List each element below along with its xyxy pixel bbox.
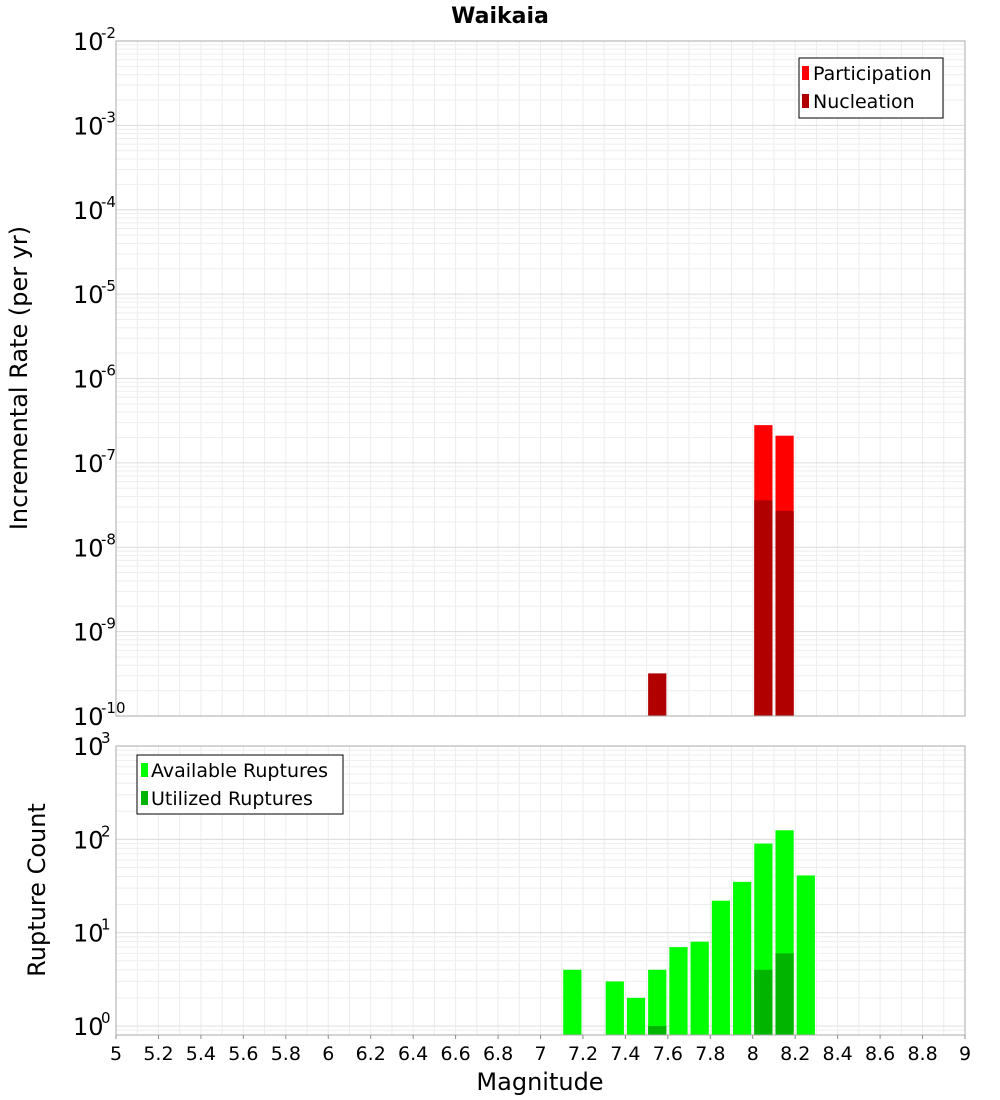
y-tick-label: 10 [73, 450, 104, 478]
x-tick-label: 6.2 [356, 1043, 386, 1065]
y-tick-label: 10 [73, 733, 104, 761]
top-y-axis-label: Incremental Rate (per yr) [5, 226, 33, 530]
y-tick-exponent: 1 [101, 916, 111, 934]
bar-available-ruptures [690, 941, 709, 1035]
x-tick-label: 7.4 [610, 1043, 640, 1065]
x-tick-label: 6.8 [483, 1043, 513, 1065]
y-tick-exponent: -5 [101, 277, 116, 295]
x-tick-label: 8.2 [780, 1043, 810, 1065]
legend-swatch-nucleation [802, 94, 809, 108]
x-tick-label: 5 [110, 1043, 122, 1065]
legend-swatch-available-ruptures [141, 763, 148, 777]
y-tick-label: 10 [73, 703, 104, 731]
bottom-legend: Available Ruptures Utilized Ruptures [136, 754, 344, 815]
y-tick-label: 10 [73, 920, 104, 948]
legend-swatch-participation [802, 66, 809, 80]
bottom-plot-bars [563, 830, 815, 1035]
x-tick-label: 6.6 [440, 1043, 470, 1065]
x-tick-label: 5.4 [186, 1043, 216, 1065]
y-tick-exponent: -8 [101, 530, 116, 548]
bar-available-ruptures [796, 875, 815, 1035]
bottom-y-axis-label: Rupture Count [23, 803, 51, 977]
y-tick-exponent: -9 [101, 615, 116, 633]
bar-utilized-ruptures [754, 969, 773, 1035]
top-plot-grid [115, 41, 966, 717]
x-tick-label: 8.4 [823, 1043, 853, 1065]
y-tick-label: 10 [73, 112, 104, 140]
y-tick-label: 10 [73, 534, 104, 562]
y-tick-exponent: -2 [101, 24, 116, 42]
x-tick-label: 7.6 [653, 1043, 683, 1065]
x-tick-label: 7.8 [695, 1043, 725, 1065]
x-tick-label: 8.6 [865, 1043, 895, 1065]
x-tick-label: 7.2 [568, 1043, 598, 1065]
y-tick-exponent: 0 [101, 1009, 111, 1027]
bar-available-ruptures [563, 969, 582, 1035]
top-y-axis-ticks: 10-210-310-410-510-610-710-810-910-10 [73, 24, 126, 731]
y-tick-label: 10 [73, 826, 104, 854]
bar-nucleation [775, 510, 794, 716]
bar-utilized-ruptures [775, 953, 794, 1035]
x-tick-label: 7 [534, 1043, 546, 1065]
y-tick-label: 10 [73, 28, 104, 56]
bar-available-ruptures [669, 947, 688, 1035]
x-tick-label: 5.6 [228, 1043, 258, 1065]
x-tick-label: 6 [322, 1043, 334, 1065]
bar-available-ruptures [648, 969, 667, 1035]
bar-utilized-ruptures [648, 1025, 667, 1035]
y-tick-exponent: -4 [101, 193, 116, 211]
y-tick-label: 10 [73, 1013, 104, 1041]
y-tick-exponent: 2 [101, 822, 111, 840]
top-plot-frame [115, 40, 966, 717]
legend-label-utilized-ruptures: Utilized Ruptures [151, 788, 313, 810]
legend-label-available-ruptures: Available Ruptures [151, 760, 328, 782]
y-tick-label: 10 [73, 281, 104, 309]
bar-available-ruptures [733, 881, 752, 1035]
x-tick-label: 5.2 [143, 1043, 173, 1065]
x-tick-label: 5.8 [271, 1043, 301, 1065]
x-axis-label: Magnitude [476, 1068, 603, 1096]
y-tick-exponent: -10 [101, 699, 126, 717]
x-tick-label: 8.8 [907, 1043, 937, 1065]
y-tick-exponent: -7 [101, 446, 116, 464]
bar-available-ruptures [605, 981, 624, 1035]
y-tick-label: 10 [73, 619, 104, 647]
bar-nucleation [754, 500, 773, 716]
x-tick-label: 9 [959, 1043, 971, 1065]
y-tick-exponent: -6 [101, 362, 116, 380]
y-tick-label: 10 [73, 366, 104, 394]
y-tick-exponent: 3 [101, 729, 111, 747]
x-tick-label: 8 [747, 1043, 759, 1065]
bar-nucleation [648, 673, 667, 716]
y-tick-label: 10 [73, 197, 104, 225]
top-legend: Participation Nucleation [798, 57, 944, 119]
legend-label-nucleation: Nucleation [813, 91, 915, 113]
legend-swatch-utilized-ruptures [141, 791, 148, 805]
chart-title: Waikaia [451, 4, 549, 29]
bar-available-ruptures [626, 997, 646, 1035]
x-axis-ticks: 5 5.2 5.4 5.6 5.8 6 6.2 6.4 6.6 6.8 7 7.2 7.4 7.6 7.8 8… [110, 1035, 971, 1065]
legend-label-participation: Participation [813, 63, 932, 85]
x-tick-label: 6.4 [398, 1043, 428, 1065]
top-plot-bars [648, 425, 794, 716]
bar-available-ruptures [711, 900, 731, 1035]
y-tick-exponent: -3 [101, 108, 116, 126]
